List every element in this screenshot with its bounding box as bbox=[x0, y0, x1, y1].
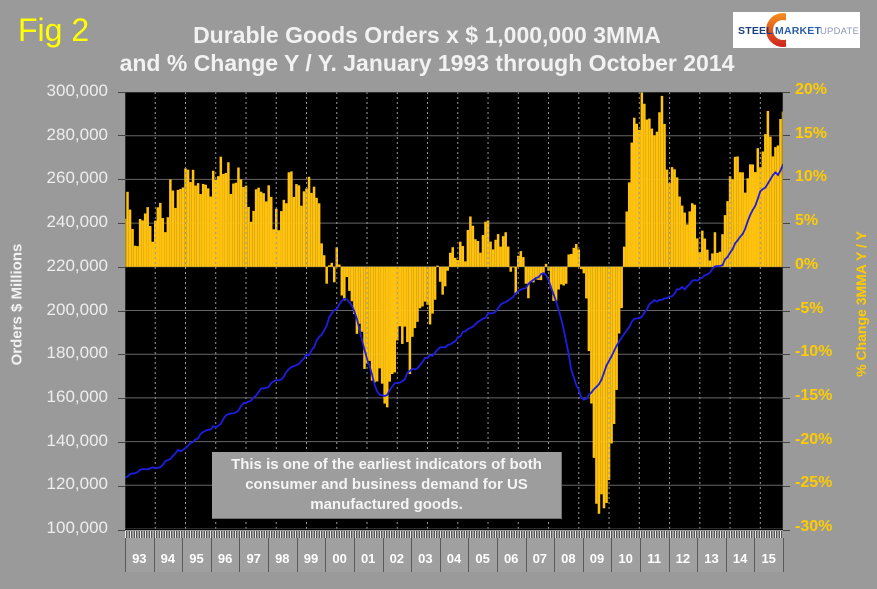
svg-text:MARKET: MARKET bbox=[775, 25, 821, 37]
svg-text:STEEL: STEEL bbox=[738, 25, 773, 37]
svg-text:UPDATE: UPDATE bbox=[820, 26, 859, 37]
